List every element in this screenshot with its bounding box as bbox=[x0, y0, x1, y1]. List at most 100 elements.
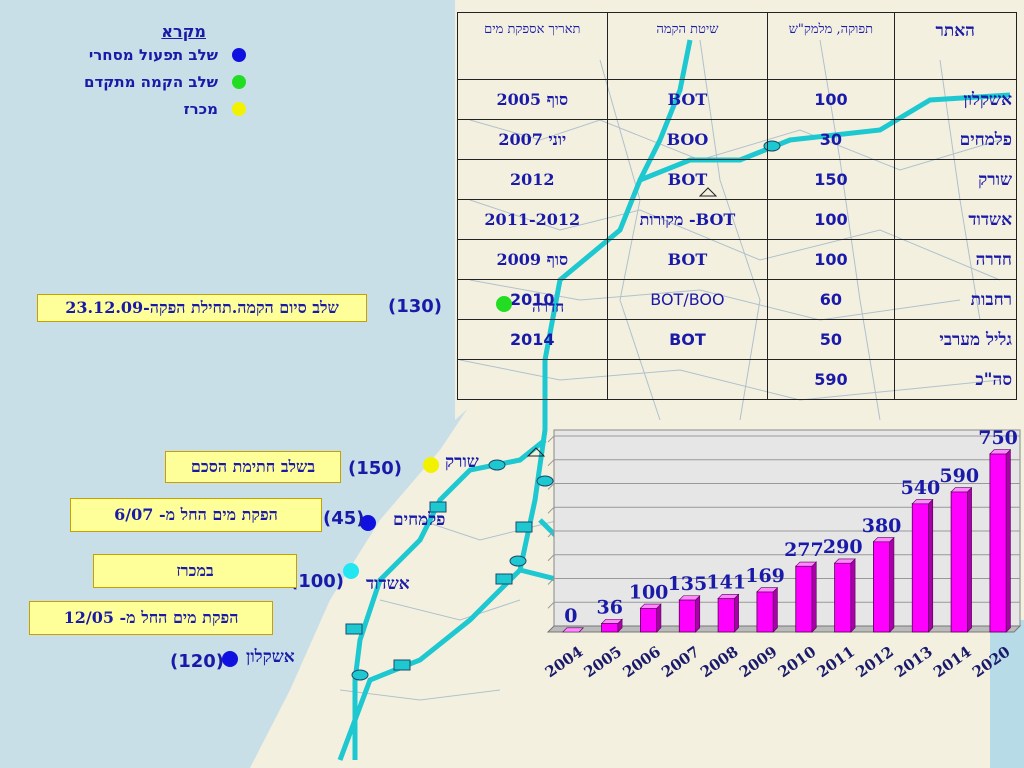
chart-data-label: 100 bbox=[629, 581, 669, 603]
table-cell: BOO bbox=[606, 119, 769, 160]
ashdod-capacity: (100) bbox=[290, 571, 345, 592]
ashkelon-label: אשקלון bbox=[246, 647, 295, 667]
chart-bar bbox=[756, 591, 774, 633]
table-cell: BOT- מקורות bbox=[606, 199, 769, 240]
chart-bar bbox=[678, 599, 696, 633]
table-cell: חדרה bbox=[893, 239, 1017, 280]
ashkelon-dot bbox=[222, 651, 238, 667]
table-cell: BOT bbox=[606, 79, 769, 120]
header-output: תפוקה, מלמק"ש bbox=[767, 12, 895, 80]
table-row: אשדוד 100 BOT- מקורות 2011-2012 bbox=[457, 199, 1017, 240]
ashdod-label: אשדוד bbox=[366, 574, 410, 594]
chart-gridline bbox=[547, 506, 555, 514]
chart-tick-label: 2010 bbox=[775, 643, 820, 682]
table-row: חדרה 100 BOT סוף 2009 bbox=[457, 239, 1017, 280]
chart-gridline bbox=[547, 530, 555, 538]
legend-title: מקרא bbox=[161, 22, 206, 41]
chart-data-label: 590 bbox=[939, 465, 979, 487]
chart-bar bbox=[911, 503, 929, 633]
chart-data-label: 277 bbox=[784, 539, 824, 561]
legend-label: שלב הקמה מתקדם bbox=[84, 72, 218, 91]
legend-dot-blue bbox=[232, 47, 246, 62]
hadera-capacity: (130) bbox=[388, 296, 443, 317]
legend: מקרא שלב תפעול מסחרי שלב הקמה מתקדם מכרז bbox=[40, 22, 250, 122]
table-cell: 100 bbox=[767, 199, 895, 240]
chart-tick-label: 2014 bbox=[930, 643, 975, 682]
chart-bar-top bbox=[872, 537, 895, 543]
palmachim-label: פלמחים bbox=[393, 510, 446, 530]
sorek-dot bbox=[423, 457, 439, 473]
chart-bar-top bbox=[911, 499, 934, 505]
chart-bar-top bbox=[678, 595, 701, 601]
table-cell: סוף 2009 bbox=[457, 239, 608, 280]
chart-gridline bbox=[547, 459, 555, 467]
chart-bar-side bbox=[811, 561, 817, 633]
chart-data-label: 141 bbox=[706, 572, 746, 594]
chart-gridline bbox=[547, 483, 555, 490]
chart-bar-side bbox=[734, 593, 739, 633]
chart-bar-top bbox=[717, 594, 740, 599]
chart-gridline bbox=[547, 601, 555, 609]
chart-bar-side bbox=[1005, 448, 1011, 633]
chart-tick-label: 2009 bbox=[736, 643, 781, 682]
chart-tick-label: 2013 bbox=[891, 643, 936, 682]
sorek-callout: בשלב חתימת הסכם bbox=[165, 451, 341, 483]
chart-data-label: 290 bbox=[823, 536, 863, 558]
chart-tick-label: 2005 bbox=[581, 643, 626, 682]
chart-bar-side bbox=[695, 595, 701, 633]
chart-bar-side bbox=[889, 536, 895, 633]
table-cell: יוני 2007 bbox=[457, 119, 608, 160]
chart-tick-label: 2020 bbox=[969, 643, 1014, 682]
chart-tick-label: 2006 bbox=[619, 643, 664, 682]
table-cell: BOT bbox=[606, 319, 769, 360]
table-cell: 30 bbox=[767, 119, 895, 160]
palmachim-dot bbox=[360, 515, 376, 531]
chart-bar bbox=[950, 491, 968, 633]
chart-data-label: 380 bbox=[862, 515, 902, 537]
chart-floor bbox=[546, 625, 1022, 633]
chart-bar bbox=[834, 562, 852, 633]
table-cell: סה"כ bbox=[893, 359, 1017, 400]
chart-bar-side bbox=[967, 486, 972, 633]
chart-data-label: 36 bbox=[597, 596, 623, 618]
table-cell: 2010 bbox=[457, 279, 608, 320]
chart-bar-side bbox=[656, 603, 662, 633]
sorek-label: שורק bbox=[445, 452, 479, 472]
chart-data-label: 0 bbox=[564, 605, 577, 627]
chart-tick-label: 2012 bbox=[852, 643, 897, 682]
table-cell: BOT bbox=[606, 159, 769, 200]
header-date: תאריך אספקת מים bbox=[457, 12, 608, 80]
table-cell: 590 bbox=[767, 359, 895, 400]
ashkelon-capacity: (120) bbox=[170, 651, 225, 672]
table-cell: 100 bbox=[767, 79, 895, 120]
table-cell: אשדוד bbox=[893, 199, 1017, 240]
table-row-total: סה"כ 590 bbox=[457, 359, 1017, 400]
chart-bar-top bbox=[756, 587, 779, 593]
chart-bar-top bbox=[562, 627, 584, 633]
chart-bar bbox=[717, 598, 735, 633]
chart-tick-label: 2011 bbox=[814, 643, 859, 682]
table-cell: 60 bbox=[767, 279, 895, 320]
chart-bar bbox=[601, 623, 619, 633]
legend-dot-yellow bbox=[232, 101, 246, 116]
chart-data-label: 135 bbox=[668, 573, 708, 595]
hadera-callout: שלב סיום הקמה.תחילת הפקה-23.12.09 bbox=[37, 294, 367, 322]
chart-data-label: 750 bbox=[978, 427, 1018, 449]
desalination-sites-table: האתר תפוקה, מלמק"ש שיטת הקמה תאריך אספקת… bbox=[457, 12, 1017, 400]
legend-item: שלב הקמה מתקדם bbox=[40, 68, 250, 95]
table-cell bbox=[606, 359, 769, 400]
table-row: רחבות 60 BOT/BOO 2010 bbox=[457, 279, 1017, 320]
table-cell: גליל מערבי bbox=[893, 319, 1017, 360]
table-cell: שורק bbox=[893, 159, 1017, 200]
hadera-dot bbox=[496, 296, 512, 312]
chart-bar-side bbox=[928, 498, 934, 633]
chart-gridline bbox=[547, 578, 555, 585]
chart-bar bbox=[640, 607, 658, 633]
palmachim-capacity: (45) bbox=[323, 508, 365, 529]
table-cell: 2012 bbox=[457, 159, 608, 200]
legend-item: מכרז bbox=[40, 95, 250, 122]
sorek-capacity: (150) bbox=[348, 458, 403, 479]
chart-gridline bbox=[547, 554, 555, 562]
legend-item: שלב תפעול מסחרי bbox=[40, 41, 250, 68]
